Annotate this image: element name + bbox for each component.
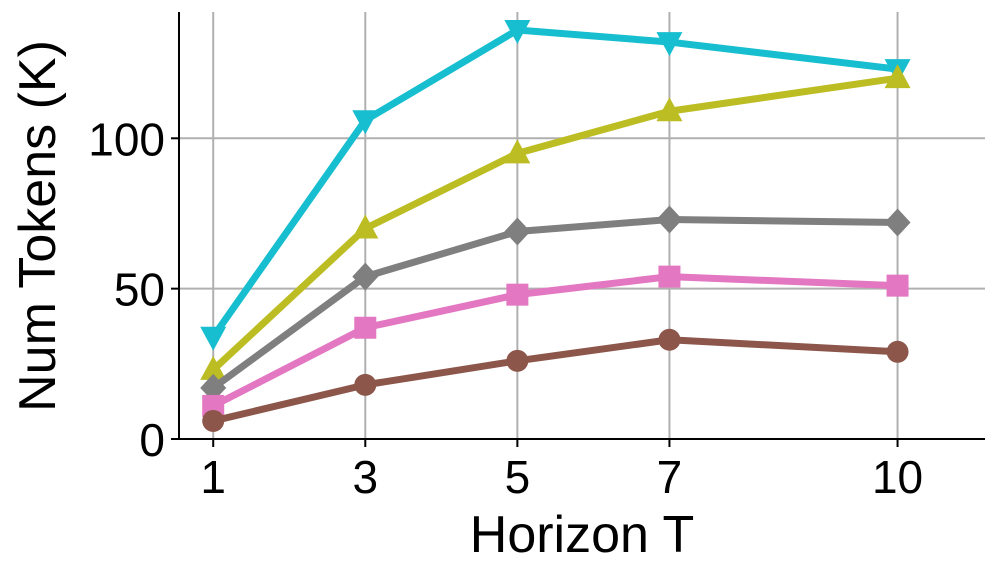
- series-line: [209, 273, 902, 410]
- data-point-triangle-down: [504, 20, 531, 45]
- axes: [178, 12, 985, 440]
- data-point-square: [658, 265, 681, 288]
- data-point-square: [202, 394, 225, 417]
- y-tick-label: 0: [139, 414, 165, 466]
- series-triangle-up: [200, 64, 911, 380]
- data-point-triangle-up: [504, 139, 531, 164]
- data-point-square: [506, 283, 529, 306]
- data-point-diamond: [656, 205, 683, 234]
- series-triangle-down: [200, 20, 911, 351]
- data-point-circle: [202, 409, 225, 432]
- data-point-circle: [354, 373, 377, 396]
- x-axis-label: Horizon T: [470, 506, 694, 564]
- y-axis-label: Num Tokens (K): [9, 40, 67, 412]
- data-point-triangle-down: [656, 32, 683, 57]
- data-point-diamond: [352, 262, 379, 291]
- data-point-circle: [886, 340, 909, 363]
- series-group: [200, 20, 911, 432]
- data-point-triangle-up: [352, 214, 379, 239]
- x-tick-label: 10: [872, 451, 923, 503]
- data-point-triangle-up: [656, 97, 683, 122]
- data-point-triangle-up: [200, 355, 227, 380]
- data-point-circle: [506, 349, 529, 372]
- x-tick-label: 7: [657, 451, 683, 503]
- series-diamond: [200, 205, 911, 402]
- data-point-square: [886, 274, 909, 297]
- series-line: [209, 215, 902, 392]
- data-point-triangle-down: [200, 326, 227, 351]
- x-tick-label: 5: [505, 451, 531, 503]
- data-point-square: [354, 316, 377, 339]
- data-point-circle: [658, 328, 681, 351]
- data-point-triangle-down: [352, 110, 379, 135]
- data-point-triangle-up: [884, 64, 911, 89]
- data-point-diamond: [884, 208, 911, 237]
- x-tick-label: 3: [352, 451, 378, 503]
- y-tick-label: 50: [114, 264, 165, 316]
- data-point-diamond: [504, 217, 531, 246]
- y-tick-label: 100: [88, 113, 165, 165]
- x-tick-label: 1: [200, 451, 226, 503]
- series-square: [202, 265, 909, 417]
- series-circle: [202, 328, 909, 432]
- data-point-diamond: [200, 373, 227, 402]
